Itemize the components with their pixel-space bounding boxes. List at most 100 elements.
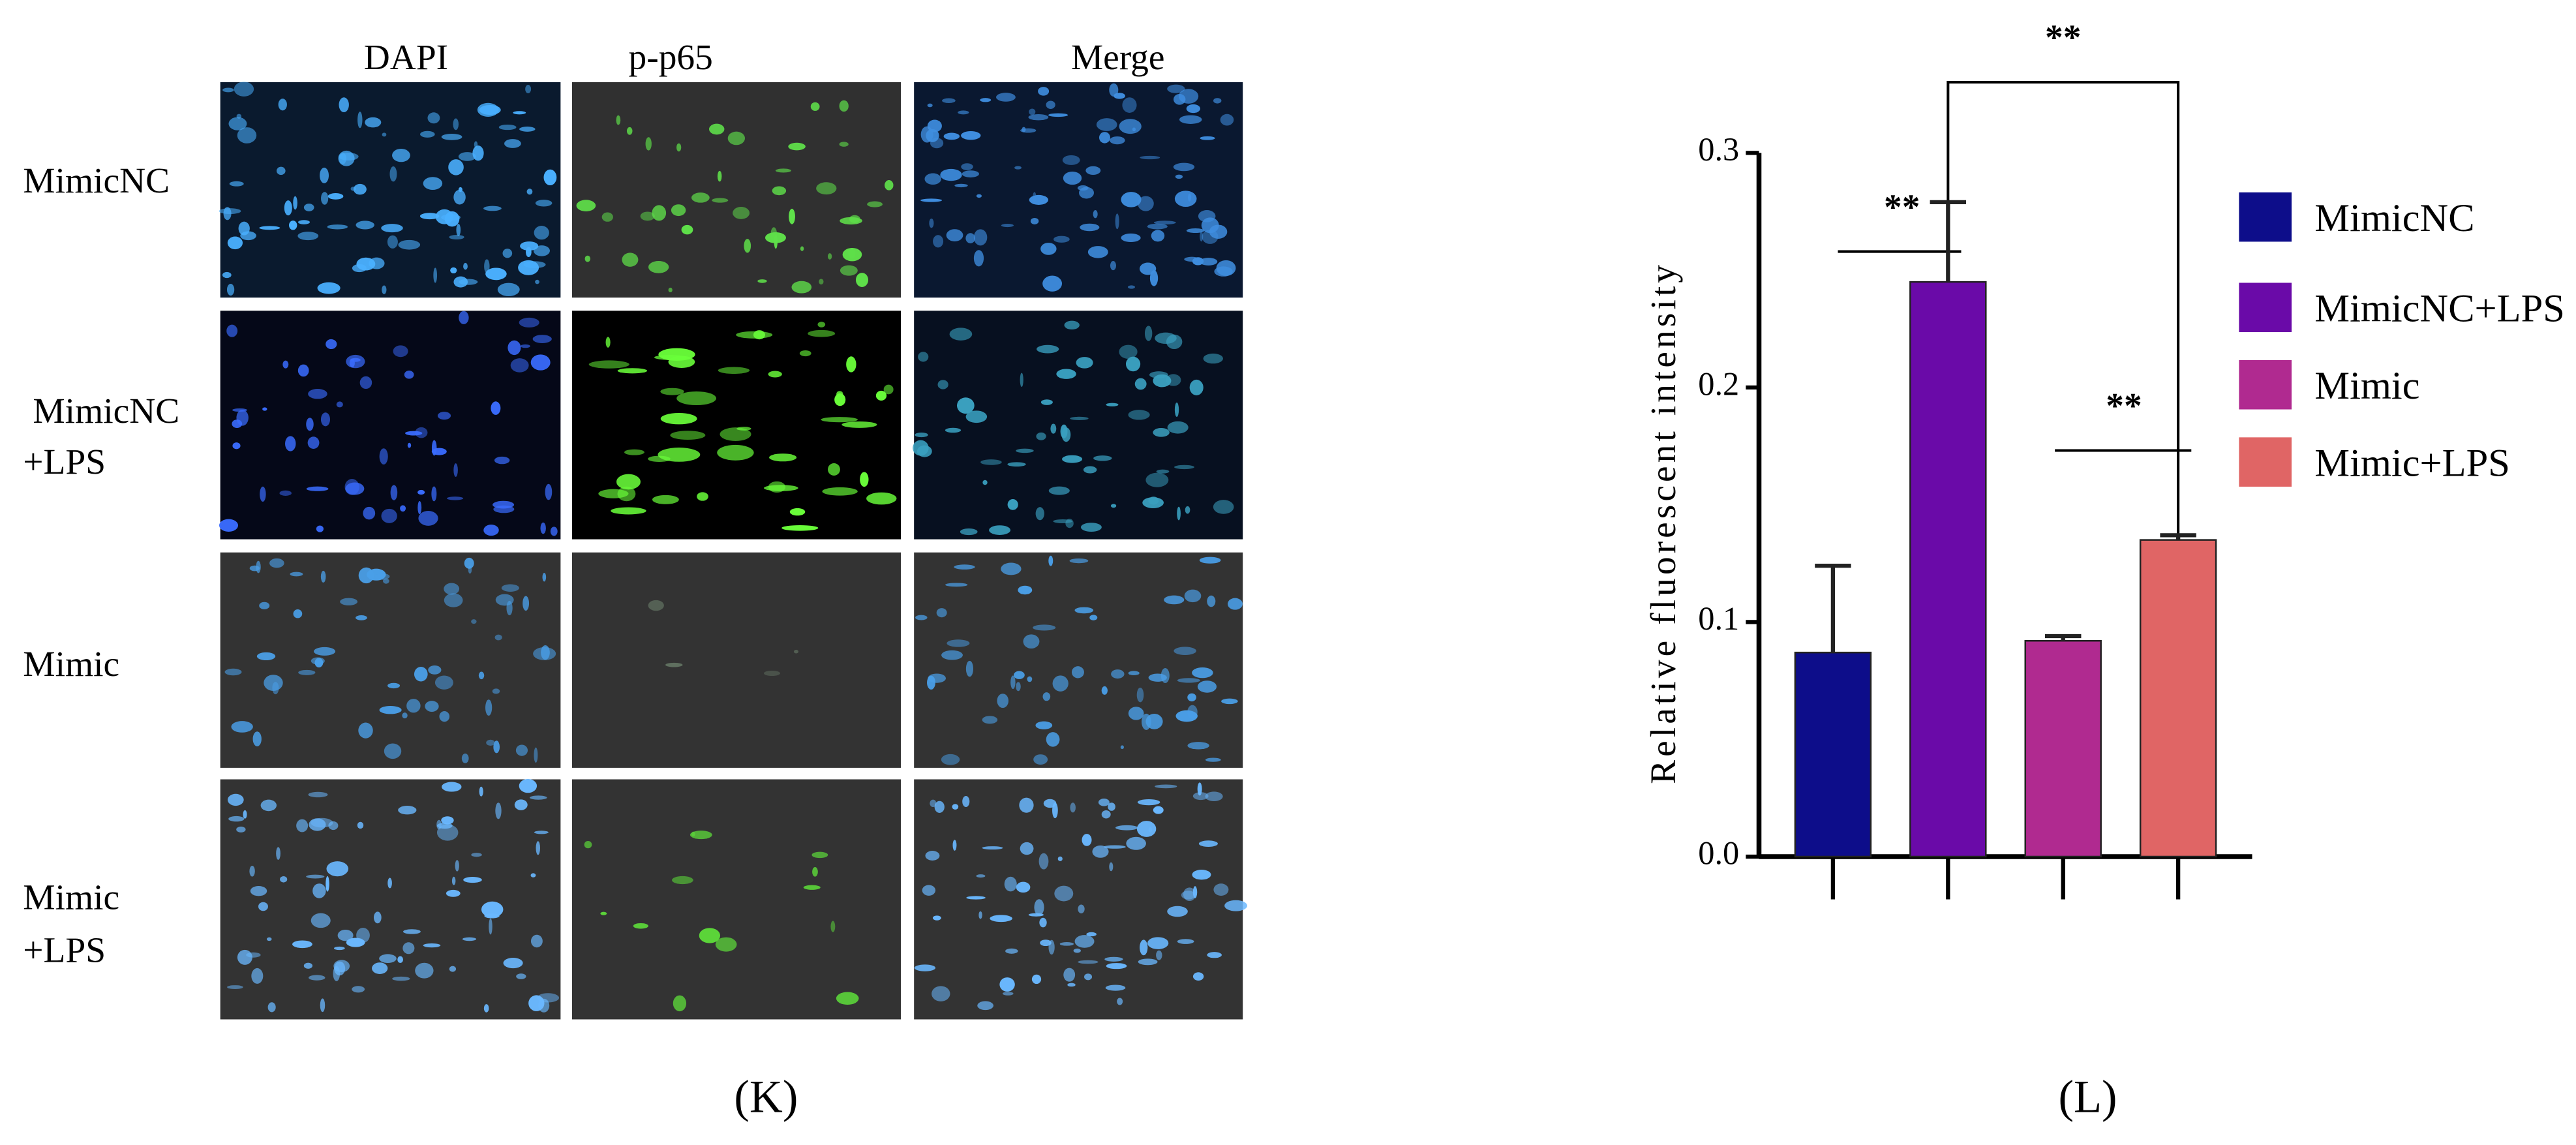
cell bbox=[1187, 742, 1209, 750]
cell bbox=[616, 115, 621, 125]
cell bbox=[1136, 687, 1144, 703]
cell bbox=[459, 311, 469, 324]
cell bbox=[243, 810, 247, 819]
cell bbox=[1167, 84, 1185, 93]
cell bbox=[535, 200, 553, 207]
cell bbox=[453, 463, 458, 477]
cell bbox=[358, 722, 373, 739]
cell bbox=[1120, 745, 1124, 750]
cell bbox=[448, 159, 464, 176]
cell bbox=[402, 942, 415, 954]
cell bbox=[617, 368, 648, 374]
cell bbox=[961, 131, 981, 140]
cell bbox=[1029, 108, 1036, 115]
cell bbox=[1148, 496, 1159, 505]
cell bbox=[1224, 900, 1248, 911]
cell bbox=[1007, 499, 1018, 510]
cell bbox=[523, 596, 530, 611]
column-label: DAPI bbox=[364, 37, 448, 77]
cell bbox=[1080, 223, 1100, 232]
cell bbox=[1121, 192, 1142, 207]
cell bbox=[358, 567, 374, 584]
cell bbox=[1198, 840, 1218, 847]
cell bbox=[1227, 598, 1243, 610]
cell bbox=[800, 246, 804, 251]
cell bbox=[1174, 191, 1197, 207]
cell bbox=[945, 427, 962, 433]
cell bbox=[941, 754, 960, 765]
cell bbox=[1181, 891, 1196, 900]
cell bbox=[1064, 320, 1080, 330]
cell bbox=[464, 557, 474, 569]
cell bbox=[327, 193, 344, 200]
cell bbox=[478, 671, 485, 680]
cell bbox=[393, 345, 408, 358]
cell bbox=[317, 282, 341, 294]
legend-label: Mimic bbox=[2314, 364, 2419, 408]
legend-label: MimicNC bbox=[2314, 196, 2474, 240]
cell bbox=[1147, 937, 1169, 949]
cell bbox=[576, 200, 596, 211]
significance-stars: ** bbox=[2106, 386, 2142, 425]
cell bbox=[930, 799, 937, 808]
cell bbox=[1057, 856, 1063, 861]
cell bbox=[398, 805, 417, 815]
cell bbox=[952, 804, 959, 810]
cell bbox=[1179, 115, 1202, 124]
cell bbox=[379, 448, 388, 465]
cell bbox=[398, 239, 421, 250]
cell bbox=[1122, 97, 1137, 113]
cell bbox=[449, 234, 464, 240]
cell bbox=[228, 117, 247, 130]
cell bbox=[431, 486, 437, 502]
cell bbox=[1207, 595, 1216, 607]
cell bbox=[246, 952, 261, 958]
cell bbox=[309, 975, 326, 981]
cell bbox=[1174, 465, 1194, 470]
cell bbox=[1186, 104, 1200, 114]
cell bbox=[280, 876, 288, 883]
cell bbox=[1174, 403, 1179, 418]
cell bbox=[308, 389, 327, 399]
cell bbox=[1059, 942, 1074, 946]
cell bbox=[444, 583, 460, 595]
significance-stars: ** bbox=[1884, 187, 1920, 226]
cell bbox=[978, 911, 982, 919]
cell bbox=[1046, 732, 1060, 747]
cell bbox=[817, 322, 826, 328]
cell bbox=[1117, 998, 1123, 1005]
cell bbox=[543, 169, 557, 186]
micrograph bbox=[571, 311, 902, 540]
cell bbox=[320, 167, 329, 183]
cell bbox=[799, 350, 811, 357]
cell bbox=[437, 412, 451, 420]
cell bbox=[584, 255, 590, 262]
cell bbox=[363, 506, 376, 520]
cell bbox=[1096, 118, 1117, 131]
cell bbox=[947, 639, 970, 647]
cell bbox=[816, 182, 837, 195]
cell bbox=[532, 335, 552, 343]
cell bbox=[1027, 676, 1033, 682]
cell bbox=[345, 482, 365, 495]
cell bbox=[933, 235, 944, 248]
cell bbox=[1042, 275, 1063, 292]
cell bbox=[498, 124, 517, 130]
cell bbox=[483, 206, 502, 211]
cell bbox=[381, 224, 403, 233]
cell bbox=[406, 699, 421, 713]
cell bbox=[256, 652, 276, 661]
cell bbox=[841, 421, 877, 428]
cell bbox=[1076, 357, 1093, 369]
cell bbox=[611, 507, 646, 515]
cell bbox=[1144, 326, 1153, 341]
cell bbox=[1070, 416, 1089, 420]
cell bbox=[875, 390, 887, 401]
cell bbox=[382, 285, 387, 294]
cell bbox=[952, 840, 957, 851]
cell bbox=[1199, 557, 1221, 564]
cell bbox=[542, 572, 547, 582]
cell bbox=[339, 97, 349, 113]
cell bbox=[449, 966, 457, 972]
cell bbox=[977, 1001, 993, 1011]
